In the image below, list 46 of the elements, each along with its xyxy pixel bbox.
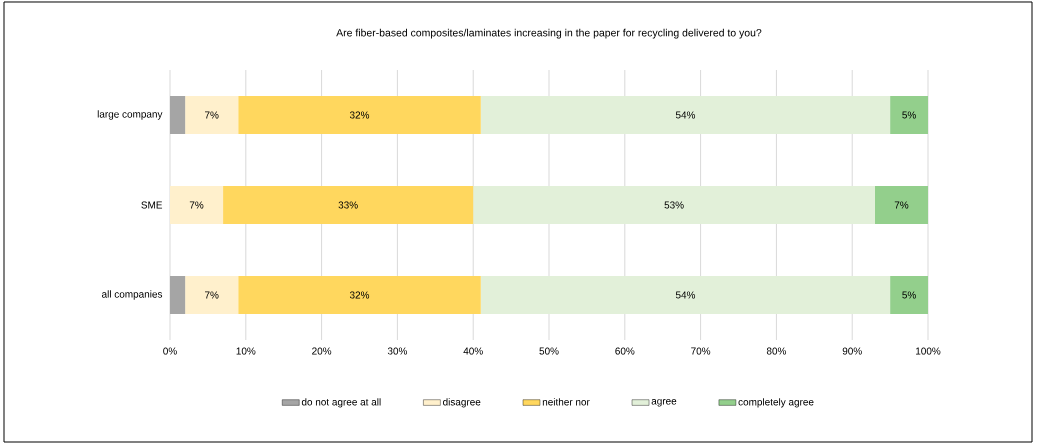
bar (170, 186, 224, 224)
data-label: 32% (349, 291, 370, 299)
x-tick-label: 20% (312, 347, 332, 355)
bar (185, 96, 239, 134)
bar (238, 96, 481, 134)
y-tick-label: large company (97, 110, 163, 120)
y-tick-label: all companies (101, 290, 163, 300)
x-tick-label: 10% (236, 347, 256, 355)
bar (890, 96, 929, 134)
x-tick-label: 40% (463, 347, 483, 355)
bar (185, 276, 239, 314)
x-tick-label: 0% (163, 347, 177, 355)
data-label: 53% (664, 201, 684, 209)
legend-label: completely agree (738, 398, 814, 408)
data-label: 7% (205, 111, 219, 119)
data-label: 54% (675, 291, 696, 299)
bar (170, 96, 186, 134)
data-label: 7% (894, 201, 909, 209)
bar (874, 186, 929, 224)
x-tick-label: 80% (766, 347, 787, 355)
x-tick-label: 60% (615, 347, 635, 355)
data-label: 7% (189, 201, 204, 209)
x-tick-label: 90% (842, 347, 862, 355)
chart-title: Are fiber-based composites/laminates increasing in the paper for recycling delivered to you? (336, 28, 762, 39)
data-label: 32% (349, 111, 370, 119)
legend-label: neither nor (542, 398, 590, 406)
bar (238, 276, 481, 314)
data-label: 5% (902, 291, 916, 299)
x-tick-label: 50% (539, 347, 559, 355)
data-label: 33% (338, 201, 358, 209)
bar (890, 276, 929, 314)
bar (223, 186, 474, 224)
bar (473, 186, 875, 224)
data-label: 54% (675, 111, 696, 119)
bar (480, 96, 891, 134)
x-tick-label: 30% (387, 347, 408, 355)
bar (170, 276, 186, 314)
x-tick-label: 100% (916, 347, 941, 355)
bar (480, 276, 891, 314)
data-label: 7% (205, 291, 219, 299)
x-tick-label: 70% (691, 347, 711, 355)
legend-label: disagree (443, 398, 481, 408)
data-label: 5% (902, 111, 916, 119)
legend-label: agree (651, 399, 677, 407)
y-tick-label: SME (141, 201, 163, 209)
legend-label: do not agree at all (301, 398, 381, 408)
